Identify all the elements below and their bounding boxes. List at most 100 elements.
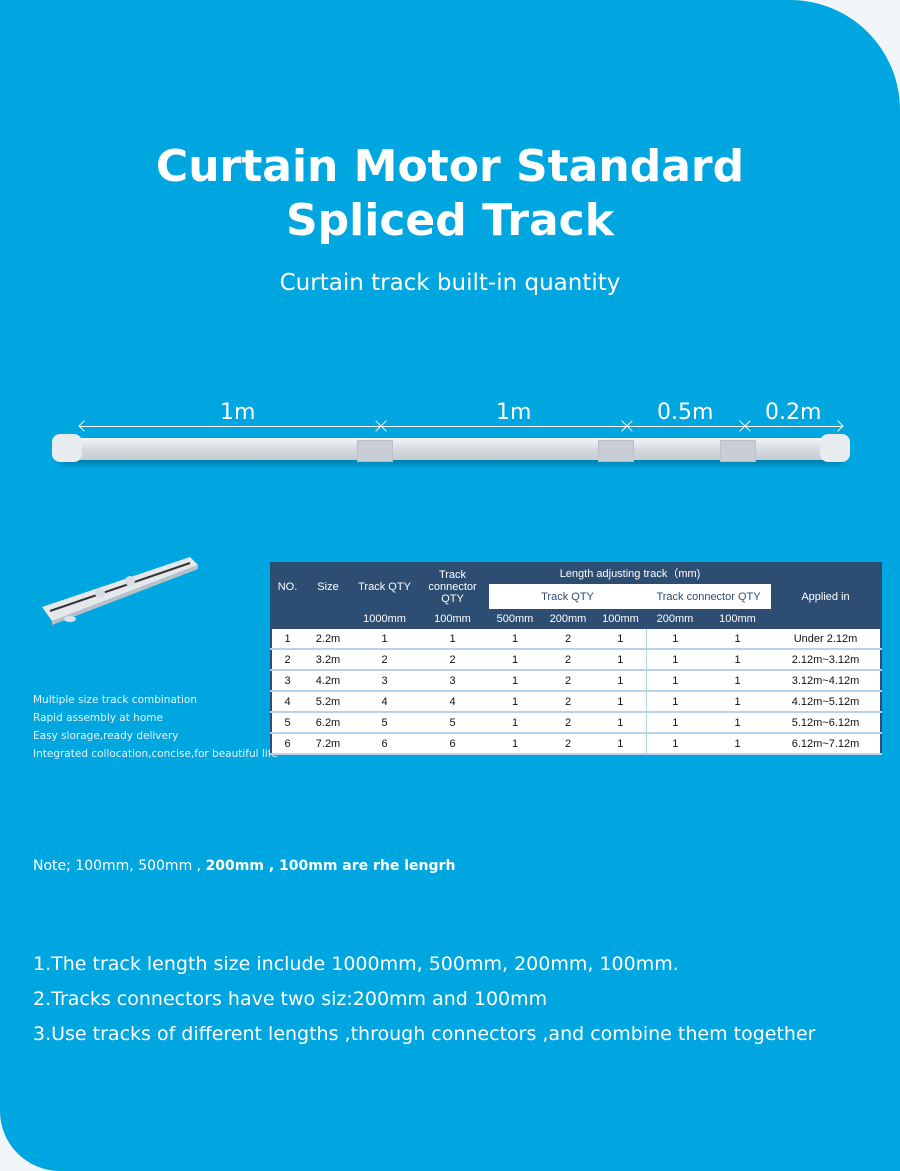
table-cell: 1 bbox=[704, 712, 771, 734]
feature-item: Multiple size track combination bbox=[33, 694, 198, 706]
note: Note; 100mm, 500mm , 200mm , 100mm are r… bbox=[33, 858, 456, 874]
table-cell: 1 bbox=[595, 629, 646, 650]
dimension-arrow bbox=[382, 426, 626, 427]
track-connector bbox=[720, 440, 756, 462]
table-cell: 5.2m bbox=[303, 691, 353, 713]
table-cell: 4 bbox=[353, 691, 416, 713]
table-cell: 3.12m~4.12m bbox=[771, 670, 881, 692]
header-length-adjusting: Length adjusting track（mm) bbox=[489, 563, 771, 584]
table-cell: 1 bbox=[645, 733, 704, 755]
table-cell: 1 bbox=[353, 629, 416, 650]
table-cell: 2 bbox=[541, 712, 595, 734]
table-cell: 1 bbox=[489, 733, 541, 755]
table-cell: 2.2m bbox=[303, 629, 353, 650]
table-cell: 2 bbox=[541, 670, 595, 692]
unit-header: 200mm bbox=[646, 609, 704, 629]
table-cell: 1 bbox=[645, 712, 704, 734]
table-cell: 2 bbox=[541, 733, 595, 755]
table-cell: 4.12m~5.12m bbox=[771, 691, 881, 713]
table-cell: 1 bbox=[645, 629, 704, 650]
segment-label: 1m bbox=[220, 400, 256, 425]
track-end-cap bbox=[820, 434, 850, 462]
table-cell: 2 bbox=[416, 649, 489, 671]
table-cell: 2 bbox=[353, 649, 416, 671]
table-cell: 1 bbox=[489, 691, 541, 713]
header-no: NO. bbox=[271, 563, 303, 609]
table-row: 6 7.2m 6 6 1 2 1 1 1 6.12m~7.12m bbox=[271, 733, 881, 755]
track-assembly-image bbox=[42, 557, 198, 625]
table-cell: 1 bbox=[704, 670, 771, 692]
table-cell: 1 bbox=[595, 670, 646, 692]
table-row: 3 4.2m 3 3 1 2 1 1 1 3.12m~4.12m bbox=[271, 670, 881, 692]
table-cell: 1 bbox=[645, 649, 704, 671]
table-cell: 1 bbox=[271, 629, 303, 650]
table-cell: 7.2m bbox=[303, 733, 353, 755]
track-rail bbox=[58, 438, 844, 460]
table-cell: 1 bbox=[489, 629, 541, 650]
dimension-arrow bbox=[80, 426, 380, 427]
header-connector-qty: Track connector QTY bbox=[416, 563, 489, 609]
feature-item: Integrated collocation,concise,for beaut… bbox=[33, 748, 278, 760]
info-points: 1.The track length size include 1000mm, … bbox=[33, 947, 815, 1052]
table-cell: 6.2m bbox=[303, 712, 353, 734]
table-cell: 2 bbox=[271, 649, 303, 671]
table-cell: 6 bbox=[271, 733, 303, 755]
info-point: 1.The track length size include 1000mm, … bbox=[33, 953, 679, 975]
header-size: Size bbox=[303, 563, 353, 609]
unit-header: 1000mm bbox=[353, 609, 416, 629]
header-track-qty: Track QTY bbox=[353, 563, 416, 609]
dimension-arrow bbox=[746, 426, 842, 427]
table-cell: 2 bbox=[541, 629, 595, 650]
table-cell: 1 bbox=[595, 691, 646, 713]
table-cell: 1 bbox=[595, 712, 646, 734]
table-cell: 4 bbox=[271, 691, 303, 713]
table-cell: 3 bbox=[353, 670, 416, 692]
table-cell: 4.2m bbox=[303, 670, 353, 692]
segment-label: 0.5m bbox=[657, 400, 714, 425]
feature-list: Multiple size track combination Rapid as… bbox=[33, 691, 278, 763]
track-end-cap bbox=[52, 434, 82, 462]
table-cell: 2.12m~3.12m bbox=[771, 649, 881, 671]
info-point: 3.Use tracks of different lengths ,throu… bbox=[33, 1023, 816, 1045]
table-cell: 5 bbox=[353, 712, 416, 734]
unit-header: 100mm bbox=[416, 609, 489, 629]
track-quantity-table: NO. Size Track QTY Track connector QTY L… bbox=[270, 562, 882, 755]
table-cell: 4 bbox=[416, 691, 489, 713]
table-cell: Under 2.12m bbox=[771, 629, 881, 650]
table-cell: 2 bbox=[541, 649, 595, 671]
table-cell: 1 bbox=[704, 691, 771, 713]
table-cell: 2 bbox=[541, 691, 595, 713]
segment-label: 0.2m bbox=[765, 400, 822, 425]
table-cell: 1 bbox=[489, 712, 541, 734]
subtitle: Curtain track built-in quantity bbox=[279, 270, 621, 296]
table-cell: 5 bbox=[416, 712, 489, 734]
table-cell: 1 bbox=[704, 733, 771, 755]
table-cell: 1 bbox=[489, 649, 541, 671]
table-cell: 3 bbox=[271, 670, 303, 692]
table-cell: 1 bbox=[645, 691, 704, 713]
unit-header: 500mm bbox=[489, 609, 541, 629]
table-cell: 1 bbox=[489, 670, 541, 692]
table-cell: 6 bbox=[353, 733, 416, 755]
feature-item: Rapid assembly at home bbox=[33, 712, 163, 724]
table-cell: 1 bbox=[595, 649, 646, 671]
unit-header: 100mm bbox=[704, 609, 771, 629]
table-cell: 1 bbox=[595, 733, 646, 755]
feature-item: Easy slorage,ready delivery bbox=[33, 730, 179, 742]
table-cell: 1 bbox=[704, 629, 771, 650]
table-cell: 1 bbox=[645, 670, 704, 692]
unit-header: 100mm bbox=[595, 609, 646, 629]
table-cell: 3 bbox=[416, 670, 489, 692]
unit-header: 200mm bbox=[541, 609, 595, 629]
segment-label: 1m bbox=[496, 400, 532, 425]
track-connector bbox=[357, 440, 393, 462]
table-cell: 6 bbox=[416, 733, 489, 755]
header-adj-connector-qty: Track connector QTY bbox=[646, 584, 771, 609]
dimension-arrow bbox=[628, 426, 744, 427]
table-cell: 3.2m bbox=[303, 649, 353, 671]
table-row: 2 3.2m 2 2 1 2 1 1 1 2.12m~3.12m bbox=[271, 649, 881, 671]
table-row: 5 6.2m 5 5 1 2 1 1 1 5.12m~6.12m bbox=[271, 712, 881, 734]
header-adj-track-qty: Track QTY bbox=[489, 584, 646, 609]
page-title: Curtain Motor Standard Spliced Track bbox=[155, 141, 745, 246]
table-cell: 1 bbox=[704, 649, 771, 671]
